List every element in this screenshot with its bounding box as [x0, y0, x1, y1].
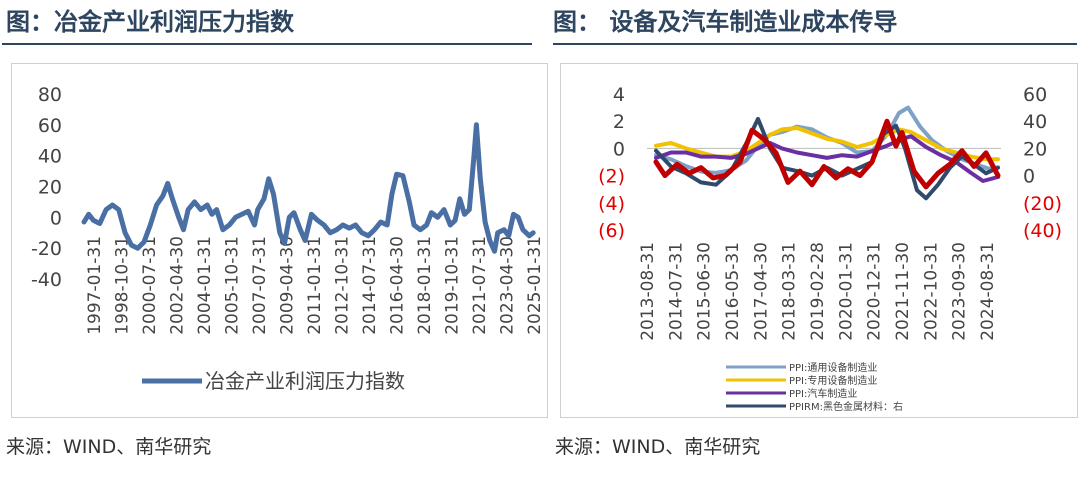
right-x-tick-label: 2017-04-30 [751, 242, 771, 341]
right-x-tick-label: 2019-02-28 [808, 242, 828, 341]
left-x-tick-label: 2000-07-31 [140, 236, 160, 335]
right-y-right-tick-label: 40 [1023, 111, 1047, 133]
left-y-tick-label: 60 [38, 115, 62, 137]
left-x-tick-label: 2012-10-31 [333, 236, 353, 335]
left-x-tick-label: 2021-07-31 [470, 236, 490, 335]
left-y-tick-label: -40 [31, 269, 62, 291]
left-legend-label: 冶金产业利润压力指数 [205, 369, 405, 393]
right-y-right-tick-label: (40) [1023, 220, 1062, 242]
left-x-tick-label: 2023-04-30 [498, 236, 518, 335]
right-legend-label: PPI:专用设备制造业 [789, 374, 877, 387]
left-chart-title: 图：冶金产业利润压力指数 [6, 8, 294, 36]
left-y-tick-label: 0 [50, 207, 62, 229]
left-x-tick-label: 2011-01-31 [305, 236, 325, 335]
right-y-left-tick-label: 4 [613, 84, 625, 106]
right-x-tick-label: 2018-03-31 [780, 242, 800, 341]
left-x-tick-label: 1997-01-31 [85, 236, 105, 335]
left-x-tick-label: 2004-01-31 [195, 236, 215, 335]
right-y-left-tick-label: (4) [598, 193, 625, 215]
right-title-divider [553, 43, 1077, 45]
right-y-left-tick-label: 2 [613, 111, 625, 133]
left-x-tick-label: 2014-07-31 [360, 236, 380, 335]
left-y-tick-label: 40 [38, 146, 62, 168]
left-y-tick-label: 80 [38, 84, 62, 106]
right-source: 来源：WIND、南华研究 [555, 436, 761, 458]
left-chart-svg: 80 60 40 20 0 -20 -40 1997-01-31 1998-10-31 2000-… [31, 84, 545, 393]
left-x-tick-label: 2002-04-30 [168, 236, 188, 335]
right-x-tick-label: 2024-08-31 [978, 242, 998, 341]
right-legend-label: PPI:通用设备制造业 [789, 361, 877, 374]
left-y-tick-label: 20 [38, 177, 62, 199]
right-series-line [653, 118, 1001, 190]
right-legend-label: PPIRM:黑色金属材料：右 [789, 400, 903, 413]
left-x-tick-label: 2025-01-31 [525, 236, 545, 335]
right-y-left-tick-label: 0 [613, 138, 625, 160]
right-legend-label: PPI:汽车制造业 [789, 387, 857, 400]
left-x-tick-label: 2009-04-30 [278, 236, 298, 335]
right-x-tick-label: 2016-05-31 [723, 242, 743, 341]
left-series-line [81, 122, 536, 254]
left-source: 来源：WIND、南华研究 [6, 436, 212, 458]
right-y-right-tick-label: 0 [1023, 166, 1035, 188]
right-x-tick-label: 2020-12-31 [865, 242, 885, 341]
left-chart-frame: 80 60 40 20 0 -20 -40 1997-01-31 1998-10-31 2000-… [11, 63, 548, 418]
left-x-tick-label: 2019-10-31 [443, 236, 463, 335]
left-x-tick-label: 2007-07-31 [250, 236, 270, 335]
right-y-right-tick-label: 60 [1023, 84, 1047, 106]
right-x-tick-label: 2013-08-31 [638, 242, 658, 341]
right-x-tick-label: 2021-11-30 [893, 242, 913, 341]
left-x-tick-label: 2016-04-30 [388, 236, 408, 335]
right-y-left-tick-label: (6) [598, 220, 625, 242]
right-x-tick-label: 2015-06-30 [695, 242, 715, 341]
left-y-tick-label: -20 [31, 238, 62, 260]
left-x-tick-label: 1998-10-31 [113, 236, 133, 335]
right-x-tick-label: 2014-07-31 [666, 242, 686, 341]
right-x-tick-label: 2023-09-30 [950, 242, 970, 341]
left-title-divider [2, 43, 532, 45]
left-x-tick-label: 2018-01-31 [415, 236, 435, 335]
right-chart-title: 图： 设备及汽车制造业成本传导 [553, 8, 898, 36]
right-y-left-tick-label: (2) [598, 166, 625, 188]
right-y-right-tick-label: 20 [1023, 138, 1047, 160]
right-series-line [654, 134, 1000, 183]
right-x-tick-label: 2022-10-31 [921, 242, 941, 341]
right-y-right-tick-label: (20) [1023, 193, 1062, 215]
left-x-tick-label: 2005-10-31 [223, 236, 243, 335]
right-x-tick-label: 2020-01-31 [836, 242, 856, 341]
right-chart-frame: 4 2 0 (2) (4) (6) 60 40 20 0 (20) (40) 2013-08-31 201… [560, 63, 1078, 418]
